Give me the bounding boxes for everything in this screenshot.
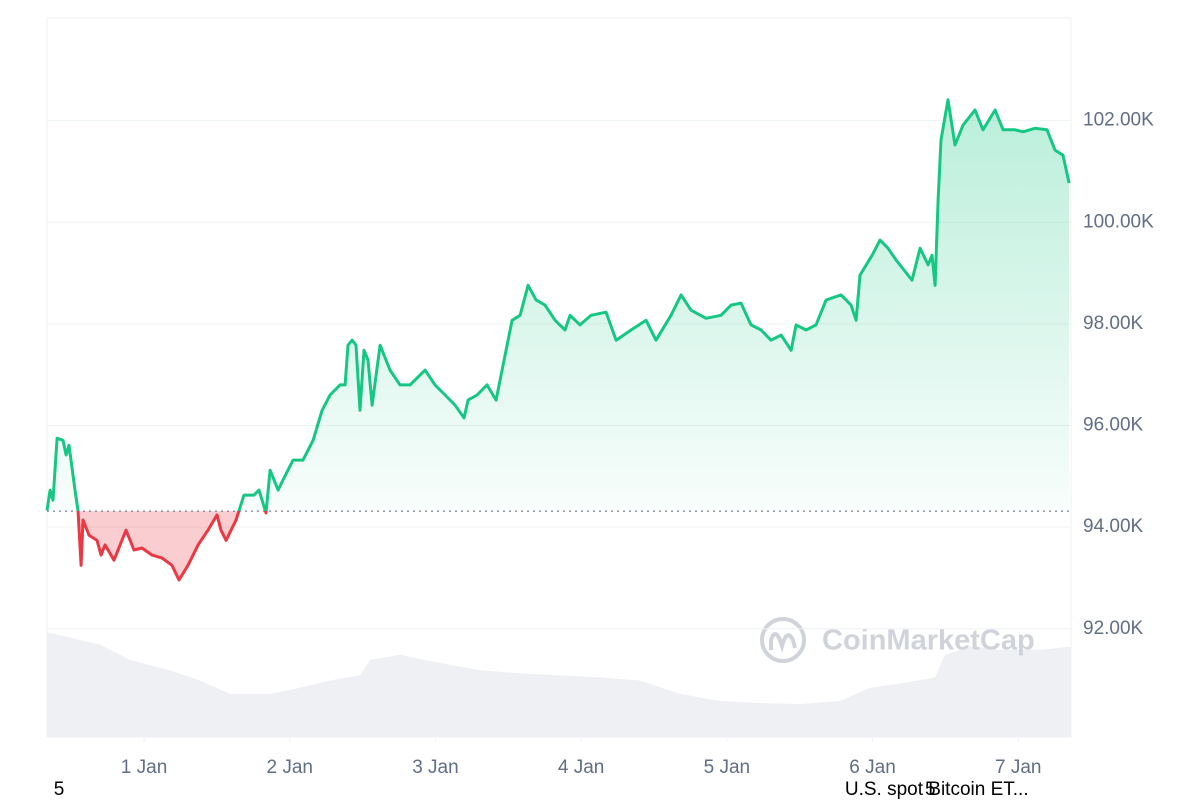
y-tick-label: 94.00K (1083, 516, 1144, 537)
x-tick-label: 7 Jan (995, 757, 1041, 778)
y-tick-label: 96.00K (1083, 415, 1144, 436)
watermark: CoinMarketCap (822, 625, 1035, 657)
event-annotation: U.S. spot Bitcoin ET... (845, 779, 1029, 800)
x-tick-label: 2 Jan (266, 757, 312, 778)
x-tick-label: 3 Jan (412, 757, 458, 778)
x-tick-label: 1 Jan (121, 757, 167, 778)
event-annotation: 5 (54, 779, 65, 800)
event-annotation: 5 (925, 779, 936, 800)
y-tick-label: 102.00K (1083, 110, 1154, 131)
y-tick-label: 100.00K (1083, 211, 1154, 232)
x-tick-label: 6 Jan (849, 757, 895, 778)
watermark-logo (760, 617, 806, 663)
price-line (45, 98, 1071, 582)
y-tick-label: 98.00K (1083, 313, 1144, 334)
y-tick-label: 92.00K (1083, 618, 1144, 639)
volume-area (47, 632, 1071, 737)
price-area (47, 99, 1070, 581)
x-tick-label: 5 Jan (704, 757, 750, 778)
x-tick-label: 4 Jan (558, 757, 604, 778)
